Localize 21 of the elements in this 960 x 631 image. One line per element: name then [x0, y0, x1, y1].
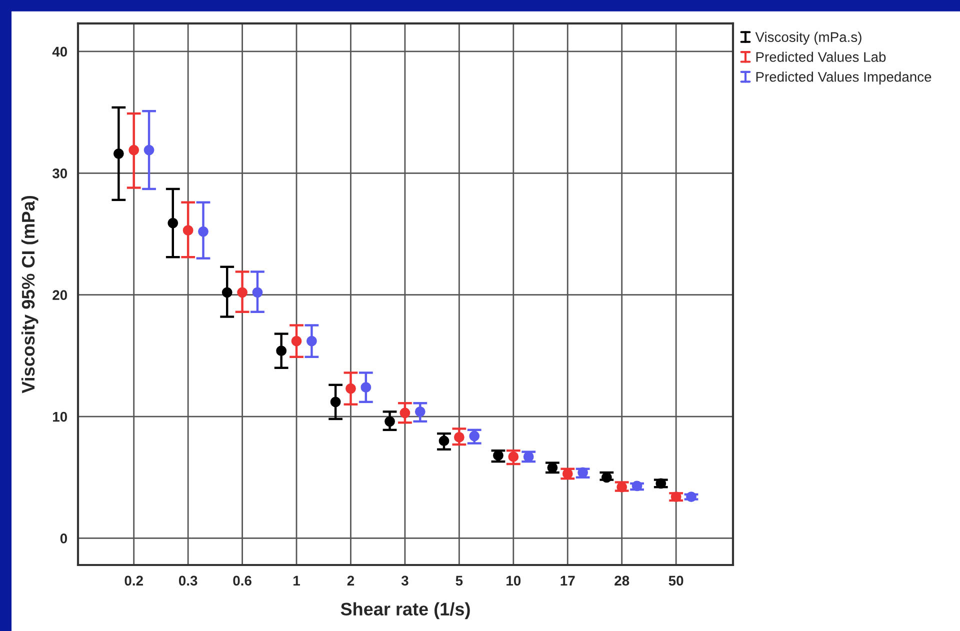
x-tick-label: 28	[614, 576, 630, 586]
x-tick-label: 3	[401, 576, 408, 586]
y-tick-label: 10	[53, 412, 68, 422]
x-axis-title: Shear rate (1/s)	[340, 602, 470, 620]
x-tick-label: 10	[506, 576, 521, 586]
y-tick-label: 0	[60, 534, 68, 544]
y-tick-label: 40	[52, 46, 68, 57]
legend-label: Viscosity (mPa.s)	[755, 32, 862, 45]
x-tick-label: 17	[560, 576, 575, 586]
x-tick-label: 0.6	[233, 576, 252, 586]
x-tick-label: 0.3	[178, 576, 198, 586]
x-tick-label: 2	[347, 576, 354, 586]
y-tick-label: 20	[52, 290, 68, 300]
legend-label: Predicted Values Lab	[756, 52, 886, 62]
y-axis-title: Viscosity 95% CI (mPa)	[21, 196, 38, 394]
x-tick-label: 5	[456, 576, 463, 586]
x-tick-label: 0.2	[124, 576, 143, 586]
x-tick-label: 1	[294, 576, 300, 586]
legend-label: Predicted Values Impedance	[756, 72, 932, 85]
y-tick-label: 30	[52, 168, 68, 178]
x-tick-label: 50	[668, 576, 684, 586]
